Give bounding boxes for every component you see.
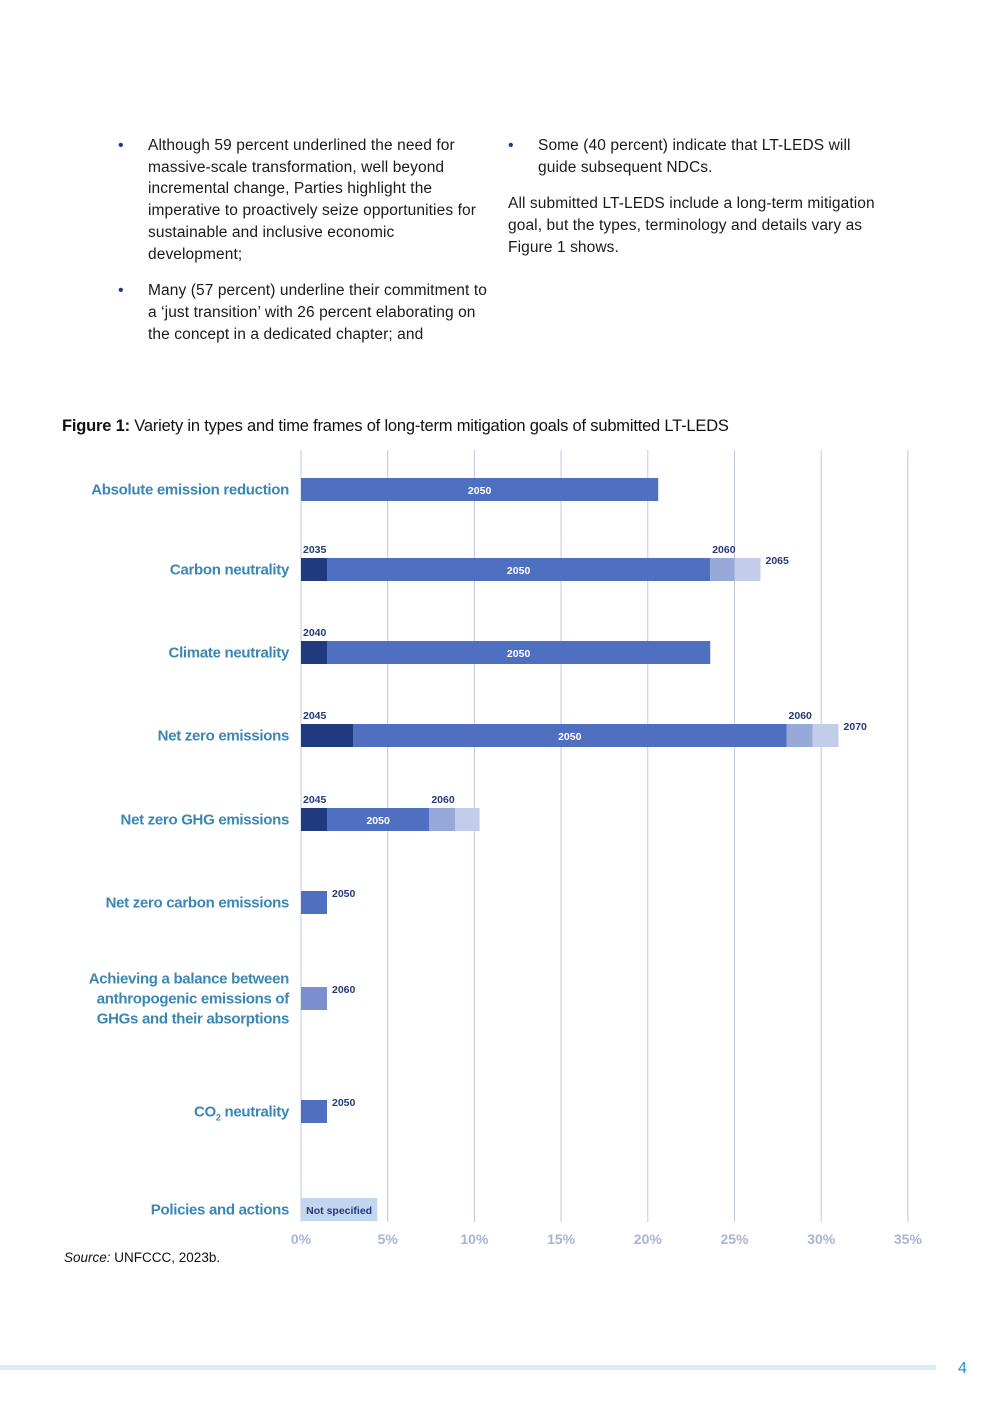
bar-segment bbox=[812, 724, 839, 747]
bar-segment bbox=[301, 558, 328, 581]
figure-caption-text: Variety in types and time frames of long… bbox=[134, 417, 729, 435]
data-label: 2040 bbox=[303, 627, 327, 639]
data-label: 2060 bbox=[789, 710, 813, 722]
bar-segment bbox=[301, 891, 328, 914]
bar-segment bbox=[301, 478, 659, 501]
x-tick-label: 15% bbox=[547, 1231, 576, 1247]
x-tick-label: 30% bbox=[807, 1231, 836, 1247]
left-bullet-list: • Although 59 percent underlined the nee… bbox=[118, 135, 488, 345]
data-label: 2050 bbox=[507, 648, 531, 660]
data-label: 2050 bbox=[468, 485, 492, 497]
data-label: 2060 bbox=[332, 984, 356, 996]
x-tick-label: 5% bbox=[378, 1231, 399, 1247]
bar-segment bbox=[353, 724, 787, 747]
data-label: 2050 bbox=[366, 815, 390, 827]
figure-caption: Figure 1: Variety in types and time fram… bbox=[62, 417, 729, 436]
figure-source: Source: UNFCCC, 2023b. bbox=[64, 1250, 220, 1265]
category-label: Absolute emission reduction bbox=[91, 482, 289, 499]
bar-segment bbox=[301, 724, 354, 747]
right-bullet-list: • Some (40 percent) indicate that LT-LED… bbox=[508, 135, 878, 178]
x-tick-label: 35% bbox=[894, 1231, 923, 1247]
bar-chart: 0% 5% 10% 15% 20% 25% 30% 35% 2050 Absolute emiss… bbox=[89, 450, 923, 1247]
bullet-glyph: • bbox=[118, 282, 124, 300]
bar-segment bbox=[786, 724, 813, 747]
data-label: 2060 bbox=[712, 544, 736, 556]
footer-divider bbox=[0, 1365, 936, 1370]
x-tick-label: 0% bbox=[291, 1231, 312, 1247]
data-label: 2045 bbox=[303, 794, 327, 806]
data-label: 2035 bbox=[303, 544, 327, 556]
x-tick-label: 10% bbox=[460, 1231, 489, 1247]
data-label: 2050 bbox=[332, 1097, 356, 1109]
category-label: GHGs and their absorptions bbox=[97, 1011, 289, 1028]
bar-segment bbox=[327, 558, 711, 581]
data-label: 2065 bbox=[766, 555, 790, 567]
bullet-text: Many (57 percent) underline their commit… bbox=[148, 282, 487, 343]
bullet-glyph: • bbox=[118, 137, 124, 154]
data-label: 2045 bbox=[303, 710, 327, 722]
right-text-column: • Some (40 percent) indicate that LT-LED… bbox=[508, 135, 878, 259]
category-label: Achieving a balance between bbox=[89, 971, 289, 988]
category-label: Climate neutrality bbox=[169, 645, 290, 662]
source-text: UNFCCC, 2023b. bbox=[114, 1250, 221, 1265]
bullet-item: • Some (40 percent) indicate that LT-LED… bbox=[508, 135, 878, 178]
left-text-column: • Although 59 percent underlined the nee… bbox=[118, 135, 488, 360]
x-tick-label: 25% bbox=[720, 1231, 749, 1247]
bar-segment bbox=[301, 641, 328, 664]
category-label: Policies and actions bbox=[151, 1202, 289, 1219]
figure-label: Figure 1: bbox=[62, 417, 130, 435]
category-label: Net zero carbon emissions bbox=[106, 895, 289, 912]
category-label: Net zero GHG emissions bbox=[121, 812, 289, 829]
bar-segment bbox=[301, 987, 328, 1010]
page-number: 4 bbox=[958, 1360, 967, 1377]
bullet-item: • Although 59 percent underlined the nee… bbox=[118, 135, 488, 265]
bar-segment bbox=[301, 1100, 328, 1123]
bullet-glyph: • bbox=[508, 137, 514, 154]
body-paragraph: All submitted LT-LEDS include a long-ter… bbox=[508, 195, 875, 256]
category-label: Carbon neutrality bbox=[170, 562, 290, 579]
data-label: 2070 bbox=[844, 721, 868, 733]
category-label: CO2 neutrality bbox=[194, 1104, 290, 1123]
data-label: 2050 bbox=[332, 888, 356, 900]
data-label: Not specified bbox=[306, 1205, 372, 1217]
bar-segment bbox=[455, 808, 480, 831]
bar-segment bbox=[327, 808, 430, 831]
bullet-text: Some (40 percent) indicate that LT-LEDS … bbox=[538, 137, 851, 176]
bar-segment bbox=[710, 558, 735, 581]
bar-segment bbox=[429, 808, 456, 831]
bar-segment bbox=[301, 1198, 378, 1221]
bullet-text: Although 59 percent underlined the need … bbox=[148, 137, 476, 263]
bar-segment bbox=[327, 641, 711, 664]
source-label: Source: bbox=[64, 1250, 111, 1265]
bar-segment bbox=[301, 808, 328, 831]
data-label: 2050 bbox=[507, 565, 531, 577]
bar-segment bbox=[734, 558, 761, 581]
data-label: 2060 bbox=[431, 794, 455, 806]
data-label: 2050 bbox=[558, 731, 582, 743]
bullet-item: • Many (57 percent) underline their comm… bbox=[118, 280, 488, 345]
x-tick-label: 20% bbox=[634, 1231, 663, 1247]
category-label: anthropogenic emissions of bbox=[97, 991, 291, 1008]
category-label: Net zero emissions bbox=[158, 728, 289, 745]
